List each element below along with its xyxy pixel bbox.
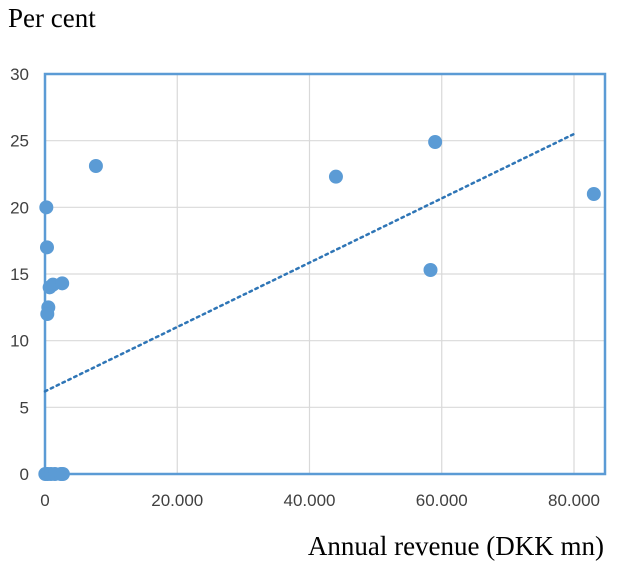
data-points xyxy=(38,135,601,481)
y-tick-label: 15 xyxy=(10,265,29,284)
data-point xyxy=(88,159,103,173)
y-axis-label: Per cent xyxy=(8,3,96,33)
x-tick-label: 60.000 xyxy=(416,491,468,510)
y-tick-label: 20 xyxy=(10,198,29,217)
data-point xyxy=(328,169,343,184)
x-tick-labels: 0 20.000 40.000 60.000 80.000 xyxy=(40,491,600,510)
x-tick-label: 0 xyxy=(40,491,49,510)
data-point xyxy=(55,276,70,291)
y-tick-labels: 0 5 10 15 20 25 30 xyxy=(10,65,29,484)
x-axis-label: Annual revenue (DKK mn) xyxy=(308,531,604,561)
data-point xyxy=(39,240,54,255)
y-tick-label: 0 xyxy=(20,465,29,484)
data-point xyxy=(40,307,55,321)
data-point xyxy=(55,467,70,481)
data-point xyxy=(586,187,601,201)
data-point xyxy=(428,135,443,149)
y-tick-label: 10 xyxy=(10,332,29,351)
plot-border xyxy=(43,72,607,476)
data-point xyxy=(423,263,438,277)
data-point xyxy=(39,200,54,215)
y-tick-label: 5 xyxy=(20,398,29,417)
y-tick-label: 30 xyxy=(10,65,29,84)
y-tick-label: 25 xyxy=(10,132,29,151)
x-tick-label: 80.000 xyxy=(548,491,600,510)
x-tick-label: 40.000 xyxy=(284,491,336,510)
x-tick-label: 20.000 xyxy=(151,491,203,510)
trendline xyxy=(43,132,576,393)
